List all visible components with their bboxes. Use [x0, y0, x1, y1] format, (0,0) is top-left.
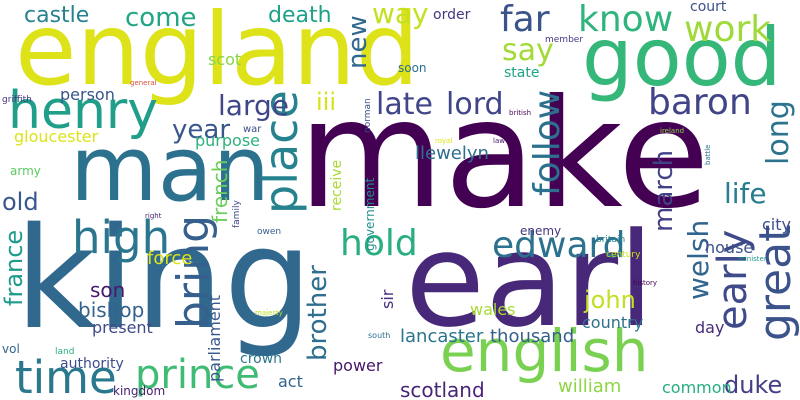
word-history: history [633, 279, 658, 287]
word-person: person [60, 85, 115, 104]
word-say: say [502, 33, 554, 68]
word-thousand: thousand [490, 326, 575, 347]
word-power: power [333, 356, 383, 375]
word-king: king [15, 198, 313, 361]
word-llewelyn: llewelyn [415, 143, 489, 164]
word-old: old [2, 188, 39, 216]
word-present: present [92, 318, 153, 337]
word-right: right [145, 212, 162, 220]
word-follow: follow [527, 89, 568, 196]
word-war: war [243, 124, 262, 135]
word-iii: iii [316, 88, 337, 116]
word-city: city [762, 215, 791, 234]
word-general: general [130, 79, 157, 87]
word-baron: baron [648, 82, 752, 123]
word-act: act [278, 372, 303, 391]
word-parliament: parliament [205, 294, 224, 382]
word-court: court [690, 0, 727, 15]
word-ireland: ireland [660, 127, 685, 135]
word-enemy: enemy [520, 224, 562, 238]
word-griffith: griffith [2, 95, 32, 105]
word-lord: lord [446, 87, 504, 122]
word-high: high [72, 211, 171, 264]
word-long: long [761, 100, 796, 165]
word-year: year [172, 115, 231, 145]
word-earl: earl [405, 204, 655, 356]
word-gloucester: gloucester [14, 127, 99, 146]
word-march: march [649, 149, 679, 232]
word-castle: castle [24, 3, 90, 28]
word-government: government [363, 177, 377, 251]
word-john: john [584, 286, 636, 314]
word-hold: hold [340, 223, 418, 264]
word-lancaster: lancaster [400, 326, 484, 347]
word-english: english [440, 317, 649, 385]
word-british: british [509, 109, 532, 117]
word-owen: owen [257, 227, 282, 237]
word-welsh: welsh [682, 219, 715, 300]
word-life: life [724, 177, 767, 210]
word-man: man [70, 117, 270, 222]
word-england: england [15, 0, 420, 108]
word-way: way [372, 0, 429, 30]
word-kingdom: kingdom [113, 384, 166, 398]
word-battle: battle [704, 144, 712, 165]
word-state: state [504, 65, 540, 81]
word-make: make [298, 68, 710, 242]
word-far: far [500, 0, 550, 40]
word-south: south [368, 331, 391, 340]
word-william: william [558, 376, 622, 397]
word-scotland: scotland [400, 378, 485, 400]
word-authority: authority [60, 356, 124, 372]
word-wales: wales [470, 300, 516, 319]
word-prince: prince [135, 352, 260, 398]
word-house: house [705, 238, 754, 257]
word-order: order [433, 7, 471, 23]
word-know: know [578, 0, 674, 40]
word-henry: henry [8, 81, 159, 141]
word-land: land [55, 347, 75, 357]
word-purpose: purpose [195, 131, 260, 150]
word-law: law [493, 137, 505, 145]
word-force: force [147, 248, 193, 269]
word-britain: britain [596, 235, 626, 245]
word-family: family [232, 200, 242, 228]
word-late: late [376, 87, 433, 122]
word-france: france [0, 229, 28, 306]
word-son: son [90, 278, 126, 302]
word-edward: edward [492, 225, 626, 266]
word-bishop: bishop [78, 298, 145, 322]
word-death: death [268, 3, 332, 28]
word-duke: duke [724, 371, 783, 399]
word-majesty: majesty [255, 309, 283, 317]
word-crown: crown [240, 351, 283, 367]
word-sir: sir [378, 289, 397, 309]
word-good: good [582, 11, 782, 104]
word-french: french [208, 159, 232, 223]
word-time: time [15, 351, 117, 400]
word-norman: norman [363, 98, 373, 133]
word-new: new [343, 15, 373, 69]
word-royal: royal [435, 137, 453, 145]
word-day: day [695, 318, 725, 337]
word-century: century [606, 250, 641, 260]
word-scot: scot [208, 50, 242, 69]
word-common: common [662, 378, 732, 397]
word-receive: receive [329, 159, 345, 211]
word-come: come [125, 3, 197, 33]
word-large: large [218, 89, 289, 122]
word-work: work [684, 9, 772, 50]
word-minister: minister [738, 255, 767, 263]
word-great: great [750, 224, 800, 341]
word-soon: soon [398, 61, 427, 75]
word-brother: brother [303, 265, 333, 361]
word-army: army [10, 164, 41, 178]
word-member: member [545, 35, 584, 45]
word-country: country [582, 313, 644, 332]
word-vol: vol [2, 342, 20, 356]
